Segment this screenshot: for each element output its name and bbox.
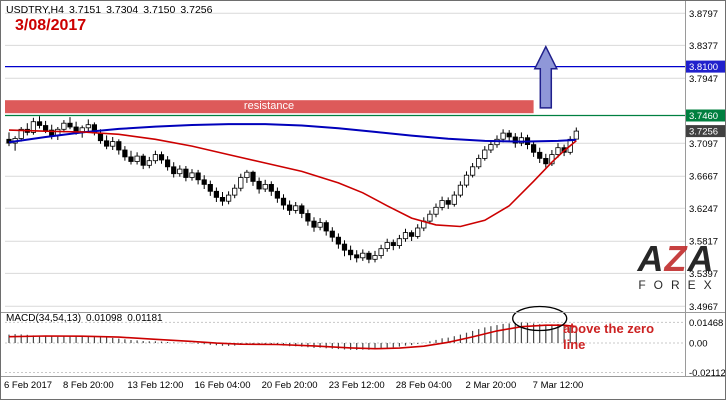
resistance-zone-label: resistance xyxy=(243,100,295,112)
horizontal-level-lines xyxy=(5,65,685,117)
symbol-info: USDTRY,H4 3.7151 3.7304 3.7150 3.7256 xyxy=(6,4,212,16)
macd-indicator-label: MACD(34,54,13) 0.01098 0.01181 xyxy=(6,313,163,324)
quote-high: 3.7304 xyxy=(106,4,139,16)
logo-forex-text: FOREX xyxy=(638,278,720,292)
svg-text:23 Feb 12:00: 23 Feb 12:00 xyxy=(329,380,385,391)
panel-frame xyxy=(1,1,725,377)
svg-text:2 Mar 20:00: 2 Mar 20:00 xyxy=(466,380,517,391)
symbol-timeframe: USDTRY,H4 xyxy=(6,4,64,16)
macd-name: MACD(34,54,13) xyxy=(6,313,82,324)
up-arrow-annotation xyxy=(533,45,559,109)
quote-open: 3.7151 xyxy=(68,4,102,16)
logo-letter-a1: A xyxy=(637,238,665,279)
azaforex-logo: AZA FOREX xyxy=(628,241,724,293)
above-zero-annotation: above the zero line xyxy=(563,321,655,353)
svg-text:0.00: 0.00 xyxy=(689,339,708,350)
svg-text:20 Feb 20:00: 20 Feb 20:00 xyxy=(262,380,318,391)
resistance-band xyxy=(5,100,534,114)
candlestick-series xyxy=(6,116,579,264)
svg-text:3.7097: 3.7097 xyxy=(689,139,718,150)
svg-text:3.7947: 3.7947 xyxy=(689,74,718,85)
svg-text:3.5817: 3.5817 xyxy=(689,237,718,248)
macd-signal-value: 0.01181 xyxy=(127,313,163,324)
svg-text:3.6667: 3.6667 xyxy=(689,172,718,183)
logo-letter-z: Z xyxy=(664,238,688,279)
svg-text:3.7460: 3.7460 xyxy=(689,111,718,122)
svg-text:16 Feb 04:00: 16 Feb 04:00 xyxy=(195,380,251,391)
svg-text:7 Mar 12:00: 7 Mar 12:00 xyxy=(533,380,584,391)
macd-signal-line xyxy=(8,324,577,350)
svg-text:3.8797: 3.8797 xyxy=(689,9,718,20)
ma-slow-line xyxy=(8,123,577,144)
svg-text:3.7256: 3.7256 xyxy=(689,127,718,138)
svg-text:3.4967: 3.4967 xyxy=(689,302,718,313)
svg-text:28 Feb 04:00: 28 Feb 04:00 xyxy=(396,380,452,391)
macd-main-value: 0.01098 xyxy=(86,313,123,324)
price-gridlines xyxy=(5,12,685,307)
axis-labels: 3.8797 3.8377 3.7947 3.7097 3.6667 3.6247 3.58… xyxy=(4,9,726,391)
svg-text:3.8100: 3.8100 xyxy=(689,62,718,73)
quote-low: 3.7150 xyxy=(143,4,176,16)
svg-text:3.5397: 3.5397 xyxy=(689,269,718,280)
svg-text:0.01468: 0.01468 xyxy=(689,318,723,329)
svg-text:6 Feb 2017: 6 Feb 2017 xyxy=(4,380,52,391)
logo-letter-a2: A xyxy=(687,238,715,279)
ma-fast-line xyxy=(8,129,577,228)
svg-text:13 Feb 12:00: 13 Feb 12:00 xyxy=(127,380,183,391)
price-tags: 3.8100 3.7460 3.7256 xyxy=(686,60,725,138)
svg-text:8 Feb 20:00: 8 Feb 20:00 xyxy=(63,380,114,391)
macd-circle-annotation xyxy=(512,305,568,332)
date-annotation: 3/08/2017 xyxy=(15,17,87,34)
svg-text:-0.02112: -0.02112 xyxy=(689,368,726,379)
quote-close: 3.7256 xyxy=(180,4,213,16)
logo-aza-letters: AZA xyxy=(628,241,724,277)
svg-text:3.6247: 3.6247 xyxy=(689,204,718,215)
svg-text:3.8377: 3.8377 xyxy=(689,41,718,52)
